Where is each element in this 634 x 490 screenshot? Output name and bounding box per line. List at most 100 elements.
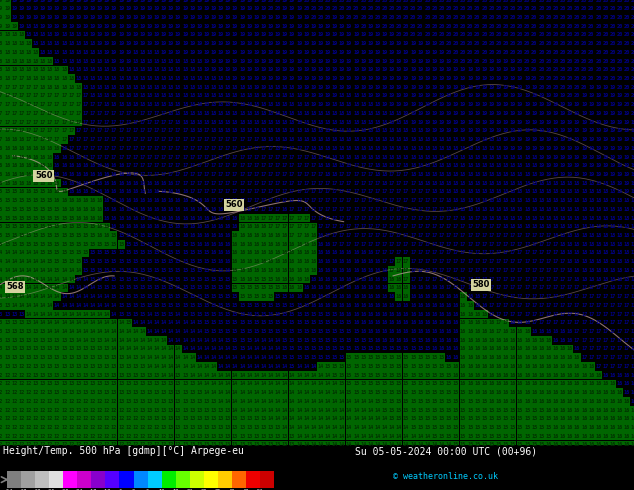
Text: 19: 19 — [197, 6, 203, 11]
Bar — [310, 380, 317, 388]
Bar — [61, 118, 68, 126]
Bar — [353, 406, 359, 415]
Text: 14: 14 — [25, 312, 32, 317]
Bar — [381, 380, 388, 388]
Bar — [260, 275, 267, 283]
Text: 13: 13 — [96, 372, 103, 378]
Bar — [167, 353, 174, 362]
Bar — [53, 135, 60, 144]
Text: 19: 19 — [160, 50, 167, 55]
Text: 13: 13 — [104, 364, 110, 369]
Bar — [110, 423, 117, 432]
Text: 16: 16 — [18, 137, 25, 142]
Bar — [303, 388, 310, 397]
Bar — [374, 397, 381, 406]
Text: 18: 18 — [481, 216, 488, 220]
Text: 17: 17 — [296, 172, 302, 177]
Text: 13: 13 — [104, 346, 110, 351]
Text: 15: 15 — [25, 216, 32, 220]
Text: 17: 17 — [474, 259, 481, 264]
Text: 12: 12 — [111, 442, 117, 447]
Bar — [238, 214, 246, 222]
Text: 19: 19 — [588, 137, 595, 142]
Bar — [303, 423, 310, 432]
Text: 14: 14 — [360, 425, 366, 430]
Text: 17: 17 — [68, 128, 74, 133]
Bar — [267, 231, 275, 240]
Bar — [4, 362, 11, 370]
Text: 19: 19 — [96, 41, 103, 46]
Bar — [11, 162, 18, 170]
Text: 16: 16 — [239, 207, 245, 212]
Text: 19: 19 — [225, 24, 231, 29]
Bar — [75, 214, 82, 222]
Text: 13: 13 — [189, 434, 195, 439]
Text: 16: 16 — [75, 163, 82, 168]
Text: 19: 19 — [424, 128, 430, 133]
Text: 15: 15 — [139, 285, 146, 291]
Text: 15: 15 — [175, 294, 181, 299]
Text: 16: 16 — [303, 294, 309, 299]
Bar — [68, 74, 75, 83]
Text: 14: 14 — [104, 303, 110, 308]
Text: 16: 16 — [624, 381, 630, 386]
Text: 16: 16 — [32, 154, 39, 160]
Text: 15: 15 — [168, 250, 174, 255]
Text: 19: 19 — [275, 15, 281, 20]
Bar — [39, 327, 46, 336]
Text: 15: 15 — [396, 408, 402, 413]
Text: 18: 18 — [524, 172, 530, 177]
Text: 14: 14 — [47, 277, 53, 282]
Bar — [339, 415, 346, 423]
Text: 19: 19 — [125, 24, 131, 29]
Bar — [89, 380, 96, 388]
Text: 17: 17 — [382, 250, 388, 255]
Bar — [545, 362, 552, 370]
Text: 15: 15 — [210, 259, 217, 264]
Text: 17: 17 — [282, 198, 288, 203]
Bar — [153, 432, 160, 441]
Text: 16: 16 — [453, 312, 459, 317]
Text: 18: 18 — [624, 233, 630, 238]
Bar — [46, 266, 53, 275]
Bar — [11, 336, 18, 344]
Bar — [538, 406, 545, 415]
Text: 18: 18 — [232, 120, 238, 124]
Bar — [11, 318, 18, 327]
Text: 18: 18 — [524, 154, 530, 160]
Bar — [117, 432, 125, 441]
Bar — [545, 415, 552, 423]
Bar — [332, 397, 339, 406]
Text: 20: 20 — [588, 15, 595, 20]
Text: 16: 16 — [239, 242, 245, 247]
Text: 12: 12 — [61, 416, 67, 421]
Text: 15: 15 — [232, 329, 238, 334]
Text: 18: 18 — [282, 120, 288, 124]
Text: 17: 17 — [524, 233, 530, 238]
Text: 19: 19 — [503, 120, 509, 124]
Bar — [89, 310, 96, 318]
Text: 17: 17 — [189, 137, 195, 142]
Text: 15: 15 — [32, 224, 39, 229]
Bar — [396, 380, 403, 388]
Text: 14: 14 — [268, 355, 274, 360]
Bar — [403, 353, 410, 362]
Text: 20: 20 — [574, 85, 580, 90]
Text: 17: 17 — [538, 268, 545, 273]
Text: 13: 13 — [210, 416, 217, 421]
Bar — [32, 92, 39, 100]
Text: 16: 16 — [595, 390, 602, 395]
Text: 18: 18 — [353, 128, 359, 133]
Text: 18: 18 — [602, 268, 609, 273]
Text: 14: 14 — [197, 338, 203, 343]
Text: 16: 16 — [375, 320, 380, 325]
Bar — [4, 162, 11, 170]
Text: 15: 15 — [111, 268, 117, 273]
Bar — [253, 222, 260, 231]
Text: 14: 14 — [89, 303, 96, 308]
Text: 18: 18 — [68, 59, 74, 64]
Text: 17: 17 — [453, 259, 459, 264]
Text: 19: 19 — [524, 146, 530, 151]
Text: 15: 15 — [346, 381, 352, 386]
Text: 18: 18 — [133, 50, 138, 55]
